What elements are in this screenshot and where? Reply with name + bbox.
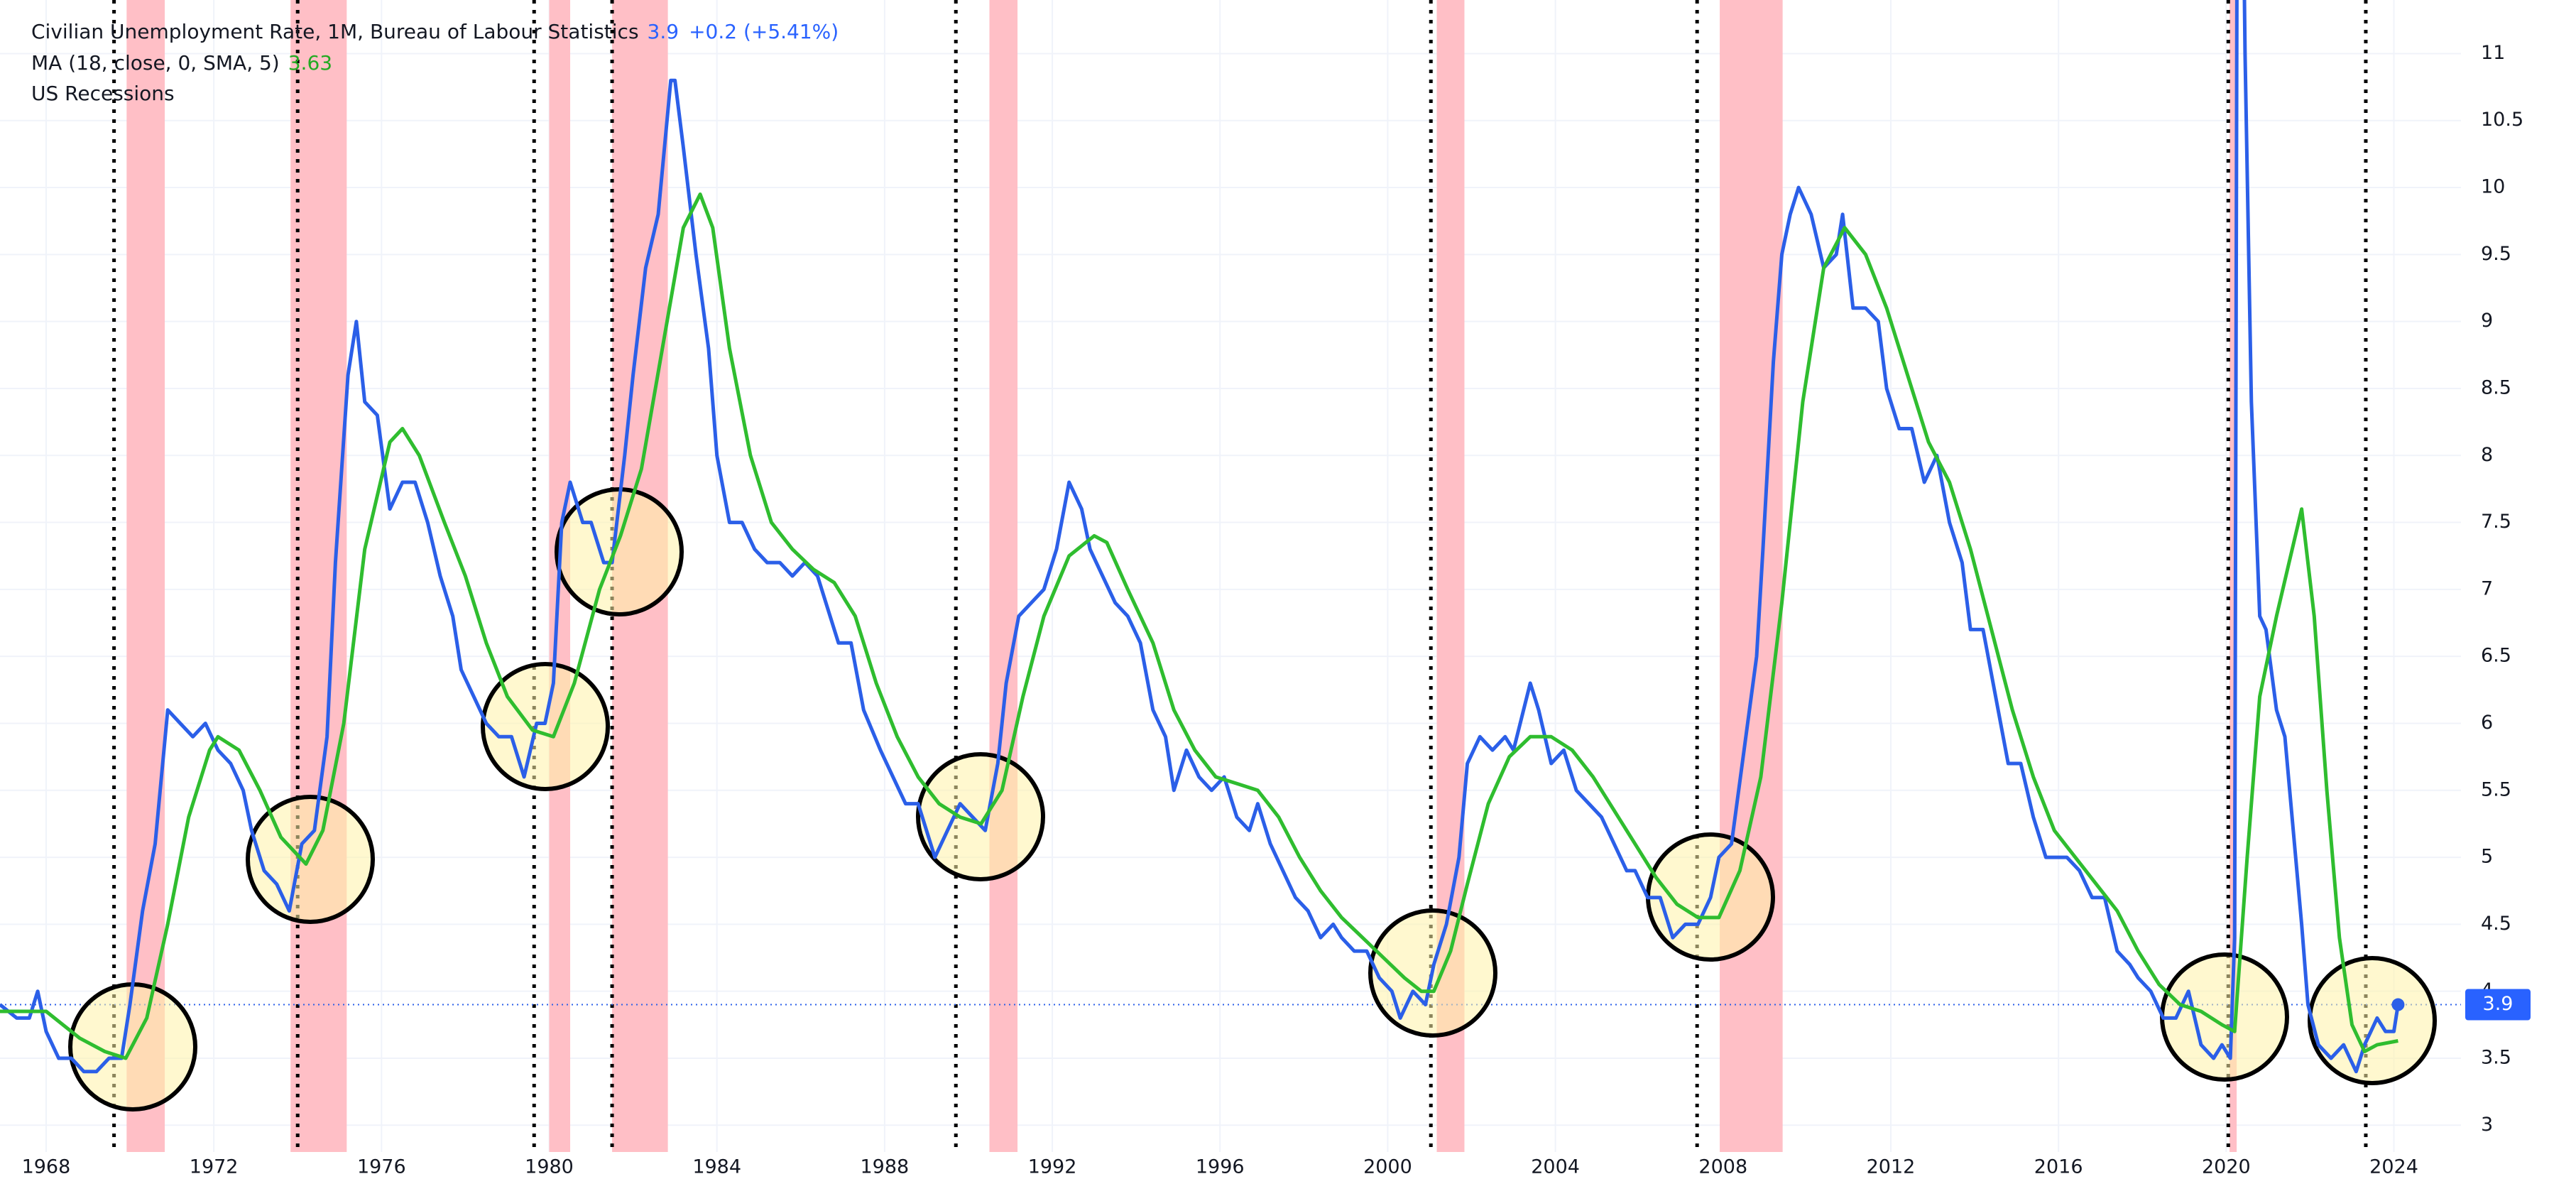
last-value-tag (2465, 989, 2531, 1021)
y-tick-label: 10.5 (2481, 109, 2523, 131)
y-tick-label: 3.5 (2481, 1046, 2511, 1068)
y-tick-label: 11 (2481, 42, 2505, 64)
x-tick-label: 2024 (2369, 1156, 2418, 1178)
legend-change: +0.2 (+5.41%) (689, 20, 839, 43)
y-tick-label: 6.5 (2481, 645, 2511, 667)
x-tick-label: 1992 (1028, 1156, 1077, 1178)
y-tick-label: 9.5 (2481, 243, 2511, 265)
recession-band (290, 0, 347, 1152)
x-tick-label: 2000 (1363, 1156, 1412, 1178)
x-tick-label: 2008 (1698, 1156, 1747, 1178)
x-tick-label: 2012 (1867, 1156, 1916, 1178)
series-line (0, 192, 2398, 1060)
x-tick-label: 1984 (692, 1156, 741, 1178)
y-tick-label: 5 (2481, 846, 2493, 868)
last-value-tag-label: 3.9 (2483, 993, 2514, 1015)
highlight-circle (2308, 956, 2437, 1085)
x-tick-label: 2020 (2202, 1156, 2251, 1178)
legend-series-name: Civilian Unemployment Rate, 1M, Bureau o… (31, 20, 639, 43)
highlight-circle (916, 752, 1045, 881)
legend-recessions: US Recessions (31, 82, 175, 105)
y-tick-label: 4.5 (2481, 913, 2511, 935)
y-tick-label: 9 (2481, 310, 2493, 332)
plot-lines (0, 0, 2405, 1074)
x-tick-label: 2004 (1531, 1156, 1580, 1178)
y-tick-label: 8.5 (2481, 376, 2511, 398)
x-tick-label: 2016 (2034, 1156, 2083, 1178)
legend-ma-value: 3.63 (288, 51, 332, 75)
y-tick-label: 6 (2481, 712, 2493, 734)
x-tick-label: 1980 (525, 1156, 574, 1178)
highlight-circle (481, 662, 610, 791)
recession-band (2230, 0, 2237, 1152)
y-tick-label: 7.5 (2481, 511, 2511, 533)
legend-last-value: 3.9 (648, 20, 680, 43)
series-line (0, 0, 2400, 1074)
y-tick-label: 3 (2481, 1114, 2493, 1136)
x-tick-label: 1976 (357, 1156, 406, 1178)
recession-band (989, 0, 1018, 1152)
x-tick-label: 1988 (861, 1156, 910, 1178)
recession-band (1720, 0, 1783, 1152)
y-tick-label: 5.5 (2481, 778, 2511, 800)
x-tick-label: 1996 (1196, 1156, 1245, 1178)
x-tick-label: 1968 (22, 1156, 71, 1178)
axes: 33.544.555.566.577.588.599.51010.5111968… (22, 42, 2531, 1178)
y-tick-label: 7 (2481, 577, 2493, 599)
x-tick-label: 1972 (190, 1156, 239, 1178)
last-value-dot (2391, 998, 2405, 1011)
y-tick-label: 10 (2481, 176, 2505, 198)
legend: Civilian Unemployment Rate, 1M, Bureau o… (31, 20, 839, 105)
y-tick-label: 8 (2481, 444, 2493, 466)
highlight-circle (2160, 952, 2289, 1082)
legend-ma-name: MA (18, close, 0, SMA, 5) (31, 51, 280, 75)
